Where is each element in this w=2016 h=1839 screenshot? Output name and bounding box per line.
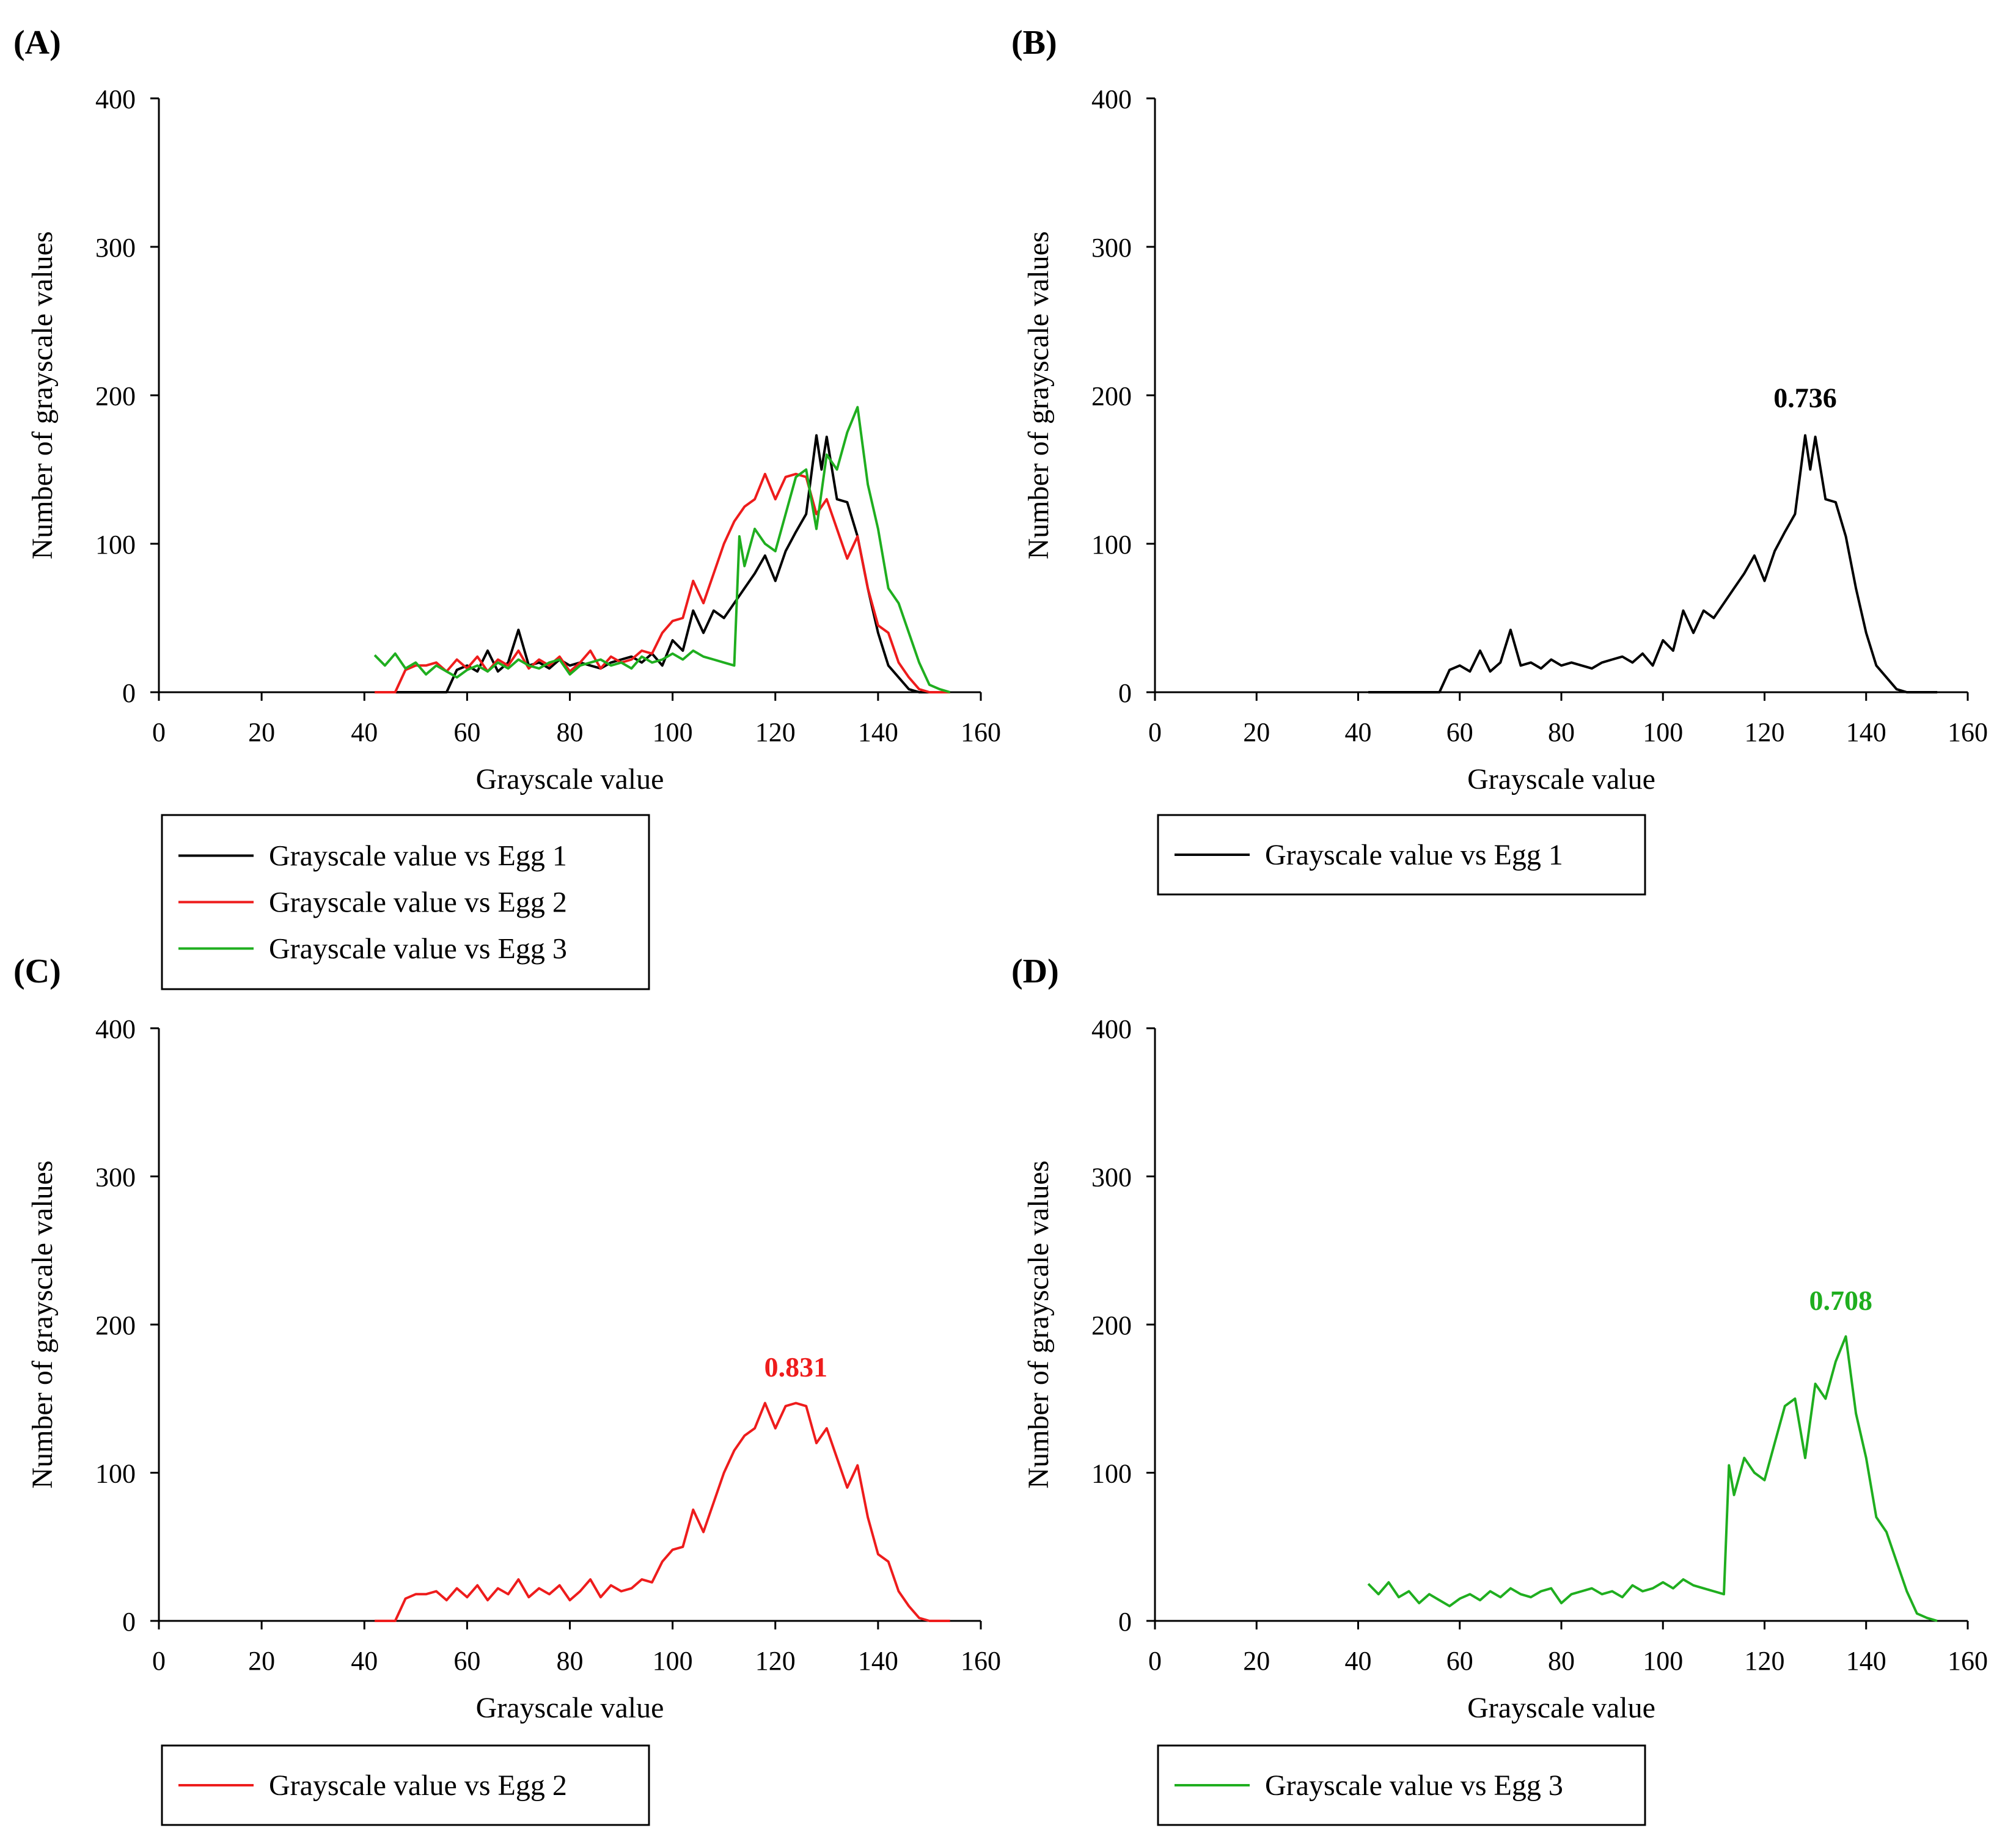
peak-annotation: 0.708 [1809, 1285, 1872, 1316]
y-axis-label: Number of grayscale values [1022, 1160, 1055, 1488]
y-tick-label: 300 [95, 233, 136, 263]
y-tick-label: 100 [1091, 530, 1132, 560]
legend-entry-label: Grayscale value vs Egg 2 [269, 1769, 567, 1802]
legend-box [161, 814, 650, 990]
x-tick-label: 160 [961, 1646, 1001, 1676]
x-tick-label: 120 [755, 717, 796, 747]
y-tick-label: 100 [1091, 1459, 1132, 1489]
y-tick-label: 0 [122, 678, 136, 708]
x-tick-label: 160 [1948, 1646, 1988, 1676]
y-tick-label: 400 [1091, 1014, 1132, 1044]
x-tick-label: 140 [858, 717, 898, 747]
x-tick-label: 100 [653, 1646, 693, 1676]
peak-annotation: 0.831 [764, 1351, 828, 1383]
x-tick-label: 20 [1243, 1646, 1270, 1676]
y-tick-label: 200 [1091, 381, 1132, 411]
y-axis-label: Number of grayscale values [1022, 231, 1055, 559]
legend-entry-label: Grayscale value vs Egg 3 [269, 933, 567, 965]
x-axis-label: Grayscale value [1467, 1692, 1655, 1724]
x-tick-label: 140 [1846, 1646, 1886, 1676]
x-tick-label: 40 [351, 1646, 378, 1676]
y-tick-label: 400 [95, 1014, 136, 1044]
x-tick-label: 120 [1745, 1646, 1785, 1676]
x-tick-label: 120 [755, 1646, 796, 1676]
x-tick-label: 80 [1548, 717, 1575, 747]
y-tick-label: 300 [95, 1163, 136, 1193]
x-tick-label: 40 [1345, 717, 1372, 747]
panel-label: (C) [13, 952, 61, 990]
y-tick-label: 400 [95, 84, 136, 114]
x-tick-label: 60 [1446, 717, 1473, 747]
x-tick-label: 0 [152, 1646, 166, 1676]
x-tick-label: 60 [453, 1646, 480, 1676]
x-tick-label: 80 [557, 1646, 584, 1676]
series-line-egg3 [373, 406, 951, 693]
y-axis-label: Number of grayscale values [26, 1160, 59, 1488]
y-tick-label: 200 [95, 1311, 136, 1340]
y-tick-label: 200 [1091, 1311, 1132, 1340]
x-tick-label: 140 [858, 1646, 898, 1676]
x-tick-label: 80 [557, 717, 584, 747]
x-tick-label: 120 [1745, 717, 1785, 747]
series-line-egg3 [1367, 1335, 1938, 1622]
x-tick-label: 20 [1243, 717, 1270, 747]
x-tick-label: 100 [1643, 717, 1683, 747]
y-tick-label: 0 [122, 1607, 136, 1637]
y-axis-label: Number of grayscale values [26, 231, 59, 559]
x-tick-label: 0 [1148, 1646, 1162, 1676]
x-tick-label: 160 [1948, 717, 1988, 747]
y-tick-label: 300 [1091, 233, 1132, 263]
x-tick-label: 100 [653, 717, 693, 747]
x-tick-label: 60 [1446, 1646, 1473, 1676]
panel-label: (B) [1011, 24, 1057, 62]
series-line-egg1 [375, 434, 950, 693]
x-tick-label: 60 [453, 717, 480, 747]
panel-label: (D) [1011, 952, 1059, 990]
x-axis-label: Grayscale value [476, 763, 664, 795]
x-tick-label: 0 [152, 717, 166, 747]
series-line-egg2 [375, 472, 950, 693]
y-tick-label: 100 [95, 530, 136, 560]
chart-panel-b: (B) 0 20 40 60 80 100 120 140 160 0 100 200 300 400 Gra… [1011, 24, 1988, 896]
y-tick-label: 0 [1118, 1607, 1132, 1637]
series-line-egg2 [375, 1402, 950, 1622]
y-tick-label: 400 [1091, 84, 1132, 114]
x-tick-label: 40 [351, 717, 378, 747]
legend-entry-label: Grayscale value vs Egg 1 [1265, 839, 1563, 871]
x-tick-label: 20 [248, 717, 275, 747]
y-tick-label: 0 [1118, 678, 1132, 708]
legend-entry-label: Grayscale value vs Egg 2 [269, 887, 567, 919]
y-tick-label: 200 [95, 381, 136, 411]
x-tick-label: 140 [1846, 717, 1886, 747]
chart-panel-d: (D) 0 20 40 60 80 100 120 140 160 0 100 200 300 400 Gra… [1011, 952, 1988, 1826]
y-tick-label: 300 [1091, 1163, 1132, 1193]
x-tick-label: 0 [1148, 717, 1162, 747]
x-axis-label: Grayscale value [1467, 763, 1655, 795]
legend-entry-label: Grayscale value vs Egg 3 [1265, 1769, 1563, 1802]
x-tick-label: 80 [1548, 1646, 1575, 1676]
peak-annotation: 0.736 [1773, 382, 1837, 413]
series-line-egg1 [1368, 434, 1938, 693]
panel-label: (A) [13, 24, 61, 62]
x-tick-label: 40 [1345, 1646, 1372, 1676]
legend-entry-label: Grayscale value vs Egg 1 [269, 840, 567, 872]
x-tick-label: 160 [961, 717, 1001, 747]
x-tick-label: 100 [1643, 1646, 1683, 1676]
chart-panel-a: (A) 0 20 40 60 80 100 120 140 160 0 100 200 300 400 Gra… [13, 24, 1001, 990]
y-tick-label: 100 [95, 1459, 136, 1489]
x-tick-label: 20 [248, 1646, 275, 1676]
x-axis-label: Grayscale value [476, 1692, 664, 1724]
chart-panel-c: (C) 0 20 40 60 80 100 120 140 160 0 100 200 300 400 Gra… [13, 952, 1001, 1826]
